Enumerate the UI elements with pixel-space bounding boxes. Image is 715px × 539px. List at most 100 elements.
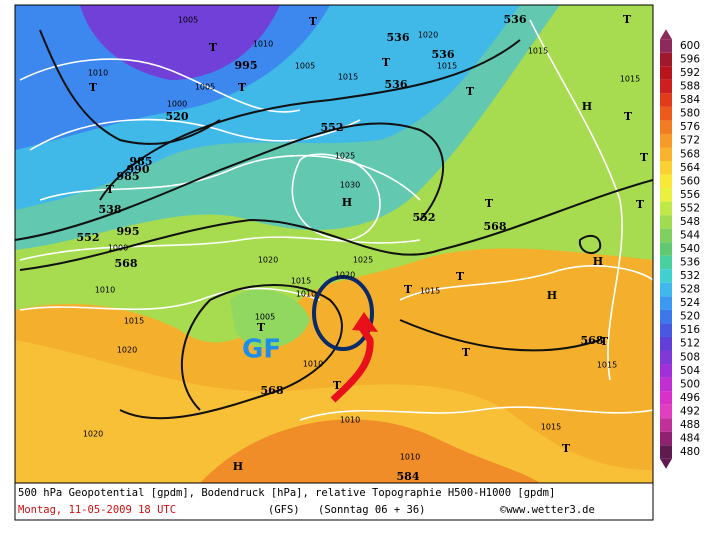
map-label: 995 [235, 59, 258, 72]
map-label: 1030 [340, 181, 360, 190]
colorbar-cell [660, 242, 672, 256]
colorbar-cell [660, 350, 672, 365]
map-label: T [640, 151, 649, 164]
flow-arrow-head [352, 312, 378, 332]
colorbar-label: 588 [680, 81, 700, 93]
map-label: H [547, 289, 557, 302]
map-label: 1010 [303, 360, 323, 369]
map-label: T [382, 56, 391, 69]
map-label: 1010 [340, 416, 360, 425]
map-label: T [404, 283, 413, 296]
colorbar-label: 488 [680, 419, 700, 431]
map-label: 1000 [108, 244, 128, 253]
map-label: T [462, 346, 471, 359]
colorbar-cell [660, 228, 672, 243]
footer-run: (Sonntag 06 + 36) [318, 504, 425, 516]
colorbar-label: 584 [680, 94, 700, 106]
map-label: 1015 [597, 361, 617, 370]
map-label: 985 [117, 170, 140, 183]
colorbar-cell [660, 66, 672, 80]
map-label: 1020 [418, 31, 438, 40]
colorbar-cell [660, 188, 672, 202]
colorbar-cell [660, 106, 672, 121]
colorbar-cell [660, 364, 672, 378]
colorbar-label: 560 [680, 175, 700, 187]
map-label: H [233, 460, 243, 473]
map-label: T [562, 442, 571, 455]
map-label: T [209, 41, 218, 54]
colorbar-label: 568 [680, 148, 700, 160]
map-label: 1020 [83, 430, 103, 439]
colorbar-cell [660, 201, 672, 216]
colorbar-label: 580 [680, 108, 700, 120]
map-label: T [466, 85, 475, 98]
map-label: 520 [166, 110, 189, 123]
map-label: 990 [127, 163, 150, 176]
map-label: 1010 [95, 286, 115, 295]
colorbar-cell [660, 296, 672, 310]
colorbar-cell [660, 174, 672, 189]
map-label: 1005 [255, 313, 275, 322]
map-label: 552 [321, 121, 344, 134]
colorbar-label: 556 [680, 189, 700, 201]
map-label: T [600, 335, 609, 348]
map-label: 568 [261, 384, 284, 397]
map-label: 1015 [620, 75, 640, 84]
colorbar-cell [660, 418, 672, 432]
map-label: 1005 [195, 83, 215, 92]
colorbar-cell [660, 147, 672, 162]
map-label: T [89, 81, 98, 94]
map-label: 536 [504, 13, 527, 26]
map-label: 1005 [295, 62, 315, 71]
colorbar-label: 576 [680, 121, 700, 133]
footer-box [14, 482, 654, 521]
footer-credit: ©www.wetter3.de [500, 504, 595, 516]
map-label: T [333, 379, 342, 392]
colorbar-label: 480 [680, 446, 700, 458]
colorbar-label: 500 [680, 378, 700, 390]
colorbar-tip [660, 29, 672, 40]
colorbar-label: 492 [680, 405, 700, 417]
map-label: T [623, 13, 632, 26]
flow-arrow [330, 326, 374, 403]
map-label: 584 [397, 470, 420, 483]
map-label: 1015 [338, 73, 358, 82]
map-label: 1025 [353, 256, 373, 265]
map-label: 1010 [88, 69, 108, 78]
colorbar-cell [660, 431, 672, 446]
map-label: 1020 [335, 271, 355, 280]
highlight-circle [312, 275, 374, 351]
map-label: T [456, 270, 465, 283]
map-label: 568 [484, 220, 507, 233]
map-label: 536 [387, 31, 410, 44]
colorbar-cell [660, 404, 672, 419]
colorbar-cell [660, 39, 672, 53]
map-labels: 1005 1010 T T 1010 T 995 1005 T 1000 520 1005 1015 53… [77, 13, 649, 483]
map-label: 1015 [420, 287, 440, 296]
map-label: 538 [99, 203, 122, 216]
map-label: 1015 [528, 47, 548, 56]
colorbar-cell [660, 309, 672, 324]
colorbar-cell [660, 323, 672, 337]
colorbar-label: 520 [680, 311, 700, 323]
colorbar-label: 564 [680, 162, 700, 174]
colorbar-cell [660, 377, 672, 392]
colorbar-cell [660, 93, 672, 107]
map-label: 1015 [124, 317, 144, 326]
map-label: 1015 [291, 277, 311, 286]
map-label: 985 [130, 155, 153, 168]
map-label: 1015 [541, 423, 561, 432]
map-field [15, 5, 653, 483]
footer-model: (GFS) [268, 504, 300, 516]
colorbar-cell [660, 52, 672, 67]
map-label: T [485, 197, 494, 210]
colorbar-label: 496 [680, 392, 700, 404]
map-label: 995 [117, 225, 140, 238]
colorbar-cell [660, 133, 672, 148]
map-label: 568 [115, 257, 138, 270]
colorbar-label: 596 [680, 54, 700, 66]
colorbar-cell [660, 445, 672, 459]
colorbar-cell [660, 282, 672, 297]
map-label: 1010 [296, 290, 316, 299]
